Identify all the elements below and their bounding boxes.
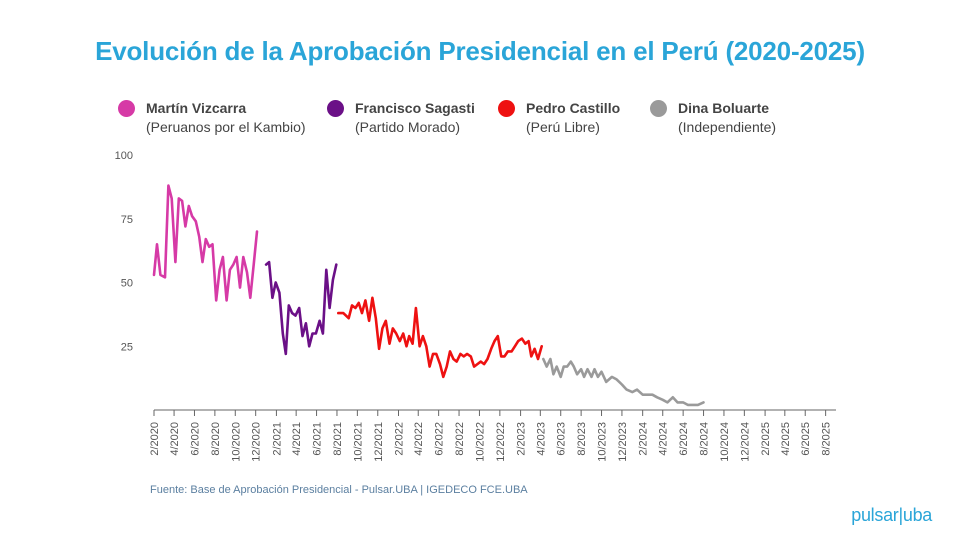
x-tick-label: 10/2023	[597, 422, 609, 462]
legend-name: Martín Vizcarra	[146, 100, 247, 116]
x-tick-label: 12/2020	[251, 422, 263, 462]
brand-logo: pulsar|uba	[851, 505, 932, 525]
x-tick-label: 12/2021	[373, 422, 385, 462]
x-tick-label: 8/2021	[332, 422, 344, 456]
x-tick-label: 10/2022	[474, 422, 486, 462]
x-tick-label: 8/2022	[454, 422, 466, 456]
y-tick-label: 50	[121, 278, 133, 290]
x-tick-label: 2/2021	[271, 422, 283, 456]
series-line-dina-boluarte	[541, 357, 705, 407]
series-line-mart-n-vizcarra	[152, 184, 259, 302]
legend-name: Francisco Sagasti	[355, 100, 475, 116]
legend-party: (Peruanos por el Kambio)	[146, 119, 306, 135]
x-tick-label: 4/2023	[535, 422, 547, 456]
x-tick-label: 12/2023	[617, 422, 629, 462]
x-tick-label: 4/2021	[291, 422, 303, 456]
x-tick-label: 8/2020	[210, 422, 222, 456]
y-axis: 25 50 75 100	[115, 150, 133, 353]
x-tick-label: 6/2023	[556, 422, 568, 456]
x-tick-label: 2/2024	[638, 422, 650, 456]
chart-title: Evolución de la Aprobación Presidencial …	[95, 36, 865, 66]
legend-name: Dina Boluarte	[678, 100, 770, 116]
x-tick-label: 4/2022	[413, 422, 425, 456]
y-tick-label: 75	[121, 214, 133, 226]
x-tick-label: 2/2025	[760, 422, 772, 456]
legend-party: (Perú Libre)	[526, 119, 600, 135]
x-tick-label: 4/2025	[780, 422, 792, 456]
legend-swatch	[118, 100, 135, 117]
x-tick-label: 8/2024	[699, 422, 711, 456]
x-tick-label: 6/2024	[678, 422, 690, 456]
x-tick-label: 10/2021	[352, 422, 364, 462]
x-tick-label: 6/2021	[312, 422, 324, 456]
x-axis: 2/2020 4/2020 6/2020 8/2020 10/2020 12/2020 2/…	[149, 409, 836, 462]
legend-swatch	[650, 100, 667, 117]
x-tick-label: 10/2020	[230, 422, 242, 462]
series-group	[152, 184, 705, 407]
x-tick-label: 10/2024	[719, 422, 731, 462]
legend-swatch	[327, 100, 344, 117]
x-tick-label: 6/2022	[434, 422, 446, 456]
series-line-francisco-sagasti	[264, 260, 338, 356]
x-tick-label: 12/2022	[495, 422, 507, 462]
y-tick-label: 25	[121, 341, 133, 353]
legend-party: (Independiente)	[678, 119, 777, 135]
x-tick-label: 4/2024	[658, 422, 670, 456]
x-tick-label: 8/2023	[576, 422, 588, 456]
legend-party: (Partido Morado)	[355, 119, 461, 135]
x-tick-label: 2/2020	[149, 422, 161, 456]
x-tick-label: 6/2025	[800, 422, 812, 456]
series-line-pedro-castillo	[336, 296, 544, 379]
x-tick-label: 6/2020	[189, 422, 201, 456]
x-tick-label: 4/2020	[169, 422, 181, 456]
source-note: Fuente: Base de Aprobación Presidencial …	[150, 484, 528, 496]
legend-name: Pedro Castillo	[526, 100, 621, 116]
legend-swatch	[498, 100, 515, 117]
y-tick-label: 100	[115, 150, 133, 162]
x-tick-label: 2/2023	[516, 422, 528, 456]
x-tick-label: 12/2024	[739, 422, 751, 462]
x-tick-label: 8/2025	[821, 422, 833, 456]
x-tick-label: 2/2022	[394, 422, 406, 456]
